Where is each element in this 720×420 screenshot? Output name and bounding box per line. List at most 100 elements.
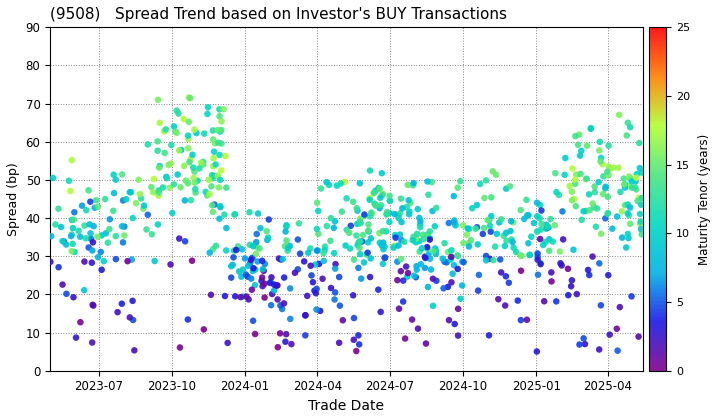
- Point: [438, 240, 450, 247]
- Point: [202, 192, 213, 199]
- Point: [251, 231, 263, 237]
- Point: [508, 244, 519, 251]
- Point: [624, 220, 636, 227]
- Point: [531, 213, 543, 220]
- Point: [348, 256, 360, 263]
- Point: [633, 194, 644, 201]
- Point: [347, 292, 359, 299]
- Point: [418, 236, 430, 242]
- Point: [524, 251, 536, 258]
- Point: [292, 236, 304, 243]
- Point: [127, 297, 138, 304]
- Point: [534, 236, 546, 242]
- Point: [551, 189, 562, 196]
- Point: [334, 302, 346, 309]
- Point: [171, 107, 182, 114]
- Point: [202, 110, 213, 117]
- Point: [542, 223, 554, 230]
- Point: [484, 217, 495, 224]
- Point: [428, 248, 439, 255]
- Point: [447, 270, 459, 277]
- Point: [88, 223, 99, 230]
- Point: [541, 225, 552, 232]
- Point: [215, 128, 226, 135]
- Point: [377, 191, 389, 197]
- Point: [179, 163, 190, 169]
- Point: [208, 155, 220, 162]
- Point: [207, 209, 219, 215]
- Point: [228, 254, 239, 261]
- Point: [116, 300, 127, 307]
- Point: [87, 302, 99, 308]
- Point: [457, 222, 469, 229]
- Point: [412, 206, 423, 213]
- Point: [537, 241, 549, 248]
- Point: [189, 186, 201, 192]
- Point: [83, 244, 94, 251]
- Point: [206, 183, 217, 190]
- Point: [271, 282, 283, 289]
- Point: [71, 334, 82, 341]
- Point: [239, 255, 251, 262]
- Point: [455, 295, 467, 302]
- Point: [323, 181, 335, 188]
- Point: [635, 201, 647, 208]
- Point: [573, 131, 585, 138]
- Point: [216, 140, 228, 147]
- Point: [499, 243, 510, 249]
- Point: [266, 302, 277, 309]
- Point: [469, 226, 481, 232]
- Point: [566, 197, 577, 204]
- Point: [66, 248, 77, 255]
- Point: [264, 280, 276, 286]
- Point: [252, 258, 264, 265]
- Point: [631, 171, 643, 177]
- Point: [68, 209, 80, 215]
- Point: [505, 218, 517, 225]
- Point: [377, 246, 389, 253]
- Point: [603, 163, 615, 170]
- Point: [546, 269, 557, 276]
- Point: [419, 265, 431, 271]
- Point: [220, 247, 232, 254]
- Point: [597, 161, 608, 168]
- Point: [257, 283, 269, 289]
- Point: [110, 233, 122, 239]
- Point: [570, 203, 582, 210]
- Point: [424, 235, 436, 242]
- Point: [179, 197, 191, 204]
- Point: [280, 228, 292, 235]
- Point: [83, 187, 94, 194]
- Point: [354, 218, 366, 225]
- Point: [424, 236, 436, 243]
- Point: [45, 233, 57, 240]
- Point: [388, 243, 400, 249]
- Point: [557, 236, 569, 243]
- Point: [229, 211, 240, 218]
- Point: [341, 195, 352, 202]
- Point: [581, 175, 593, 182]
- Point: [325, 215, 336, 222]
- Point: [215, 126, 227, 133]
- Point: [154, 119, 166, 126]
- Point: [214, 152, 225, 158]
- Point: [413, 238, 425, 244]
- Point: [406, 316, 418, 323]
- Point: [153, 192, 164, 199]
- Point: [570, 180, 581, 187]
- Point: [427, 302, 438, 309]
- Point: [138, 202, 150, 209]
- Point: [271, 282, 282, 289]
- Point: [168, 123, 180, 130]
- Point: [222, 339, 233, 346]
- Point: [166, 142, 177, 148]
- Point: [505, 228, 516, 234]
- Point: [220, 152, 231, 159]
- Point: [602, 194, 613, 200]
- Point: [544, 247, 555, 254]
- Point: [364, 167, 376, 174]
- Point: [567, 247, 579, 253]
- Point: [480, 257, 492, 264]
- Point: [190, 189, 202, 196]
- Point: [280, 331, 292, 338]
